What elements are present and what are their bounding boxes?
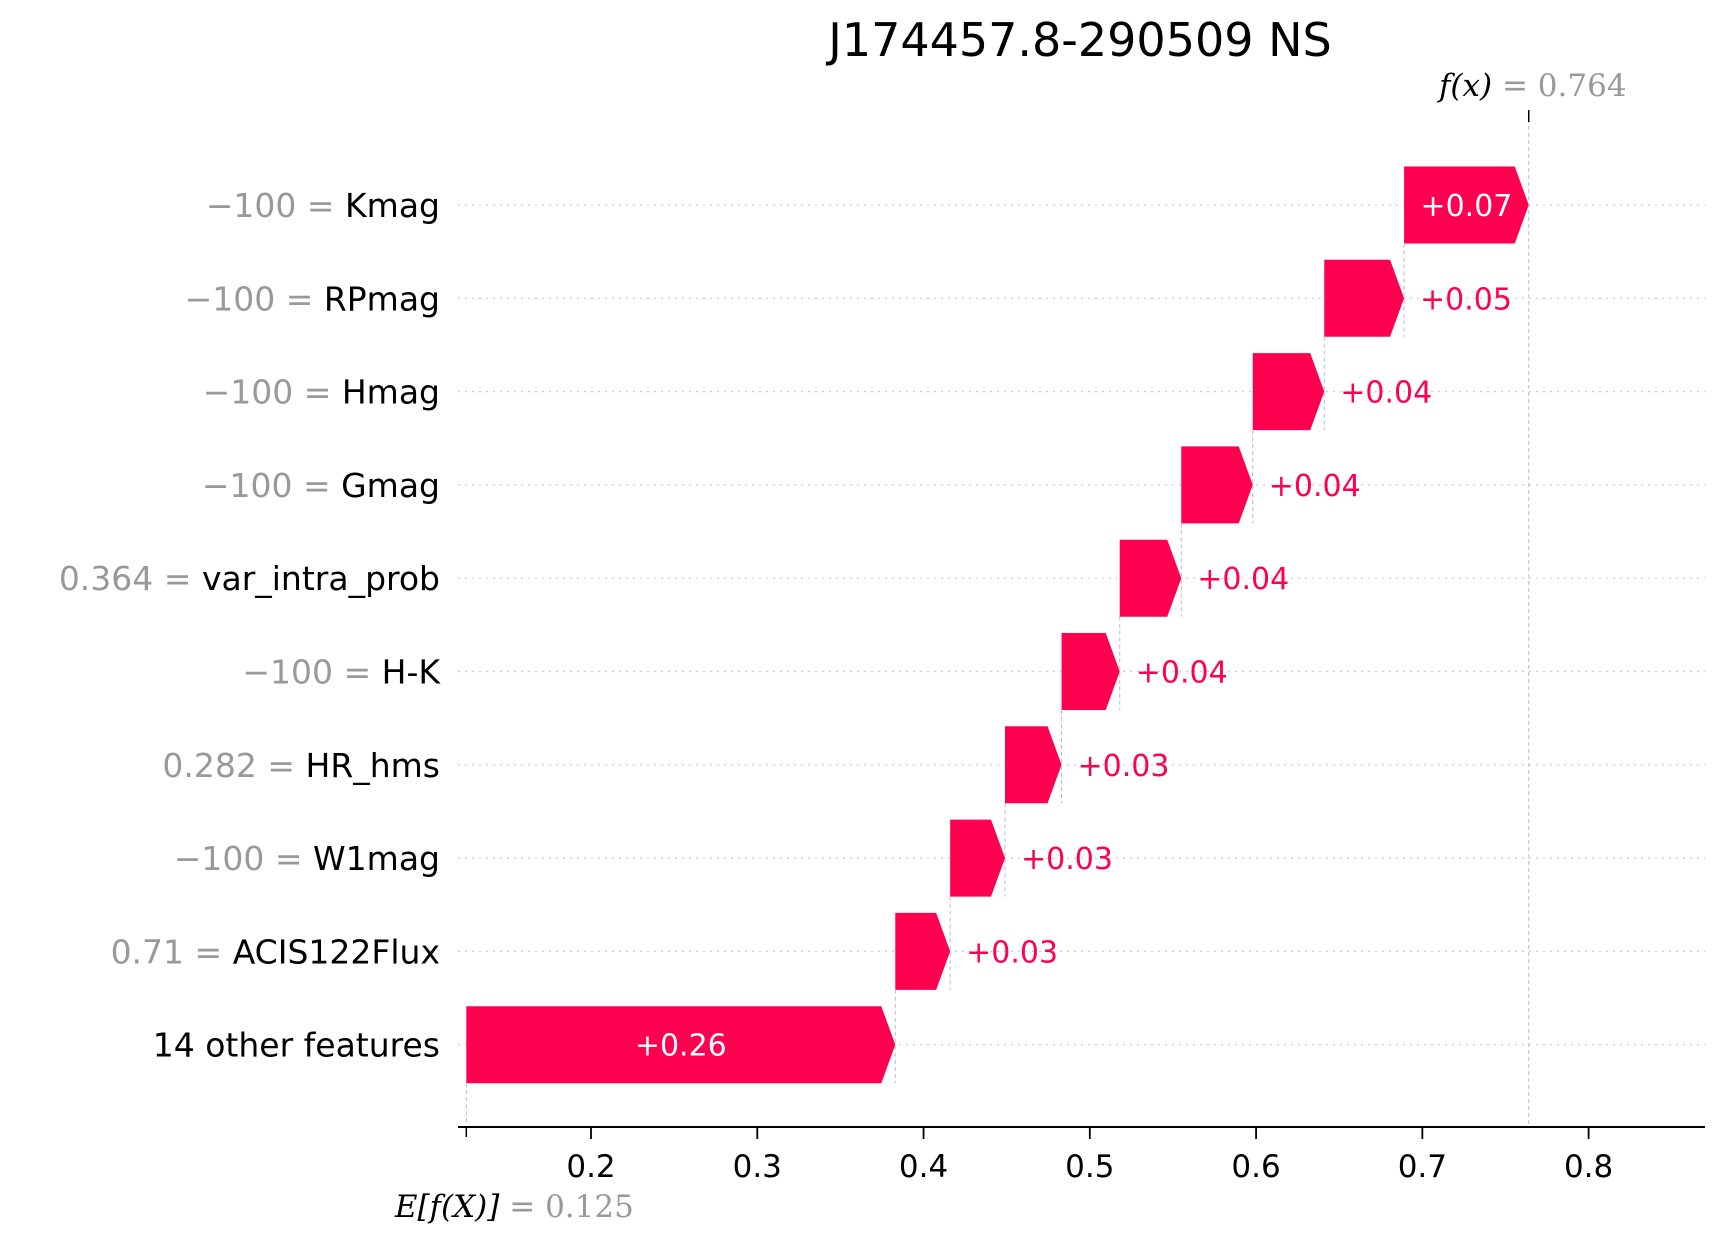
bar-value-label: +0.04	[1136, 656, 1228, 691]
value-markers: E[f(X)] = 0.125 f(x) = 0.764	[394, 68, 1627, 1225]
feature-label: −100 = RPmag	[185, 279, 440, 318]
equals-sign: =	[184, 932, 233, 971]
bar-value-label: +0.03	[1021, 842, 1113, 877]
waterfall-bar	[1404, 166, 1529, 244]
feature-label: 0.364 = var_intra_prob	[59, 559, 440, 598]
x-axis: 0.2 0.3 0.4 0.5 0.6 0.7 0.8	[458, 1126, 1705, 1185]
equals-sign: =	[257, 746, 306, 785]
equals-sign: =	[499, 1189, 545, 1225]
output-value-label: f(x) = 0.764	[1437, 68, 1627, 104]
bar-value-label: +0.07	[1420, 189, 1512, 224]
feature-name: H-K	[382, 653, 442, 692]
waterfall-bar	[1324, 259, 1405, 337]
waterfall-bar	[1119, 539, 1182, 617]
feature-label: 0.71 = ACIS122Flux	[111, 932, 440, 971]
equals-sign: =	[292, 466, 341, 505]
waterfall-bar	[466, 1006, 896, 1084]
waterfall-bar	[950, 819, 1006, 897]
bar-value-label: +0.26	[635, 1029, 727, 1064]
feature-labels: −100 = Kmag−100 = RPmag−100 = Hmag−100 =…	[59, 186, 442, 1065]
feature-value: 0.282	[162, 746, 256, 785]
feature-value: −100	[202, 466, 293, 505]
equals-sign: =	[275, 279, 324, 318]
x-tick-label: 0.8	[1564, 1149, 1613, 1185]
feature-value: −100	[203, 373, 294, 412]
feature-name: W1mag	[313, 839, 440, 878]
feature-name: Kmag	[345, 186, 440, 225]
feature-label: 0.282 = HR_hms	[162, 746, 440, 785]
equals-sign: =	[153, 559, 202, 598]
feature-label: −100 = W1mag	[174, 839, 440, 878]
feature-label: −100 = H-K	[242, 653, 441, 692]
feature-value: −100	[206, 186, 297, 225]
equals-sign: =	[296, 186, 345, 225]
feature-value: −100	[174, 839, 265, 878]
feature-value: 0.364	[59, 559, 153, 598]
feature-label: −100 = Gmag	[202, 466, 440, 505]
feature-name: HR_hms	[306, 746, 441, 785]
feature-label: −100 = Kmag	[206, 186, 440, 225]
bar-value-label: +0.04	[1197, 562, 1289, 597]
x-tick-label: 0.3	[733, 1149, 782, 1185]
output-value-name: f(x)	[1437, 68, 1492, 104]
bar-value-label: +0.04	[1340, 376, 1432, 411]
grid-layer	[458, 204, 1705, 1046]
x-tick-label: 0.5	[1065, 1149, 1114, 1185]
base-value-number: 0.125	[545, 1189, 634, 1225]
equals-sign: =	[293, 373, 342, 412]
feature-name: 14 other features	[153, 1026, 440, 1065]
bar-layer: +0.07 +0.05 +0.04 +0.04 +0.04 +0.04 +0.03 +0.03…	[466, 166, 1529, 1084]
feature-name: Gmag	[341, 466, 440, 505]
x-tick-label: 0.4	[899, 1149, 948, 1185]
base-value-name: E[f(X)]	[394, 1189, 500, 1225]
connector-layer	[465, 243, 1405, 1125]
feature-value: 0.71	[111, 932, 184, 971]
equals-sign: =	[1492, 68, 1538, 104]
feature-value: −100	[242, 653, 333, 692]
feature-label: 14 other features	[153, 1026, 440, 1065]
feature-value: −100	[185, 279, 276, 318]
waterfall-bar	[1181, 446, 1253, 524]
base-value-label: E[f(X)] = 0.125	[394, 1189, 634, 1225]
waterfall-bar	[1252, 353, 1325, 431]
bar-value-label: +0.04	[1269, 469, 1361, 504]
feature-name: RPmag	[324, 279, 440, 318]
waterfall-bar	[1005, 726, 1062, 804]
feature-name: var_intra_prob	[202, 559, 440, 598]
bar-value-label: +0.03	[966, 935, 1058, 970]
feature-name: ACIS122Flux	[233, 932, 440, 971]
x-tick-label: 0.6	[1231, 1149, 1280, 1185]
chart-title: J174457.8-290509 NS	[825, 13, 1331, 67]
bar-value-label: +0.05	[1420, 282, 1512, 317]
waterfall-bar	[895, 912, 951, 990]
feature-label: −100 = Hmag	[203, 373, 440, 412]
output-value-number: 0.764	[1538, 68, 1627, 104]
waterfall-bar	[1061, 633, 1120, 710]
bar-value-label: +0.03	[1078, 749, 1170, 784]
feature-name: Hmag	[342, 373, 440, 412]
equals-sign: =	[333, 653, 382, 692]
x-tick-label: 0.2	[566, 1149, 615, 1185]
equals-sign: =	[264, 839, 313, 878]
x-tick-label: 0.7	[1398, 1149, 1447, 1185]
